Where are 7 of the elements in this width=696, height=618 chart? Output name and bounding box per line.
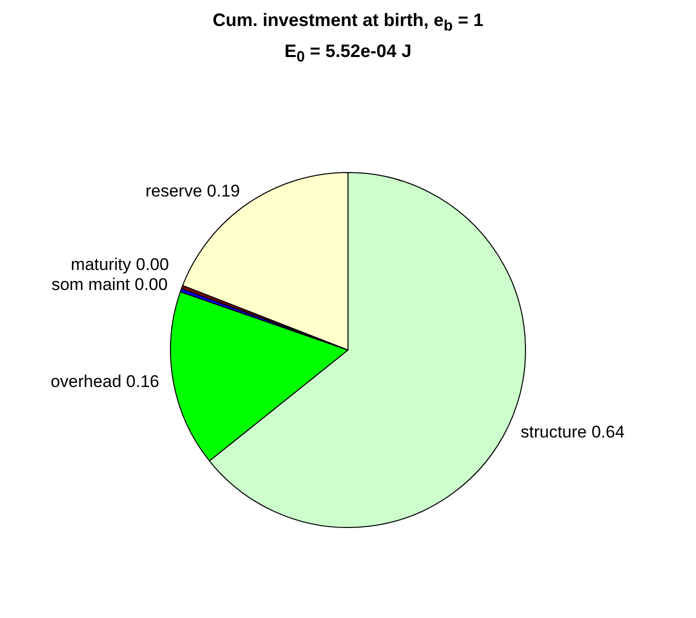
chart-title: Cum. investment at birth, e$_{b}$ = 1 bbox=[212, 10, 484, 35]
slice-label: som maint 0.00 bbox=[51, 275, 168, 294]
slice-label: maturity 0.00 bbox=[70, 255, 169, 274]
slice-label: reserve 0.19 bbox=[145, 182, 240, 201]
chart-subtitle: E$_{0}$ = 5.52e-04 J bbox=[284, 40, 412, 66]
slice-label: overhead 0.16 bbox=[50, 372, 160, 392]
slice-label: structure 0.64 bbox=[520, 422, 625, 442]
